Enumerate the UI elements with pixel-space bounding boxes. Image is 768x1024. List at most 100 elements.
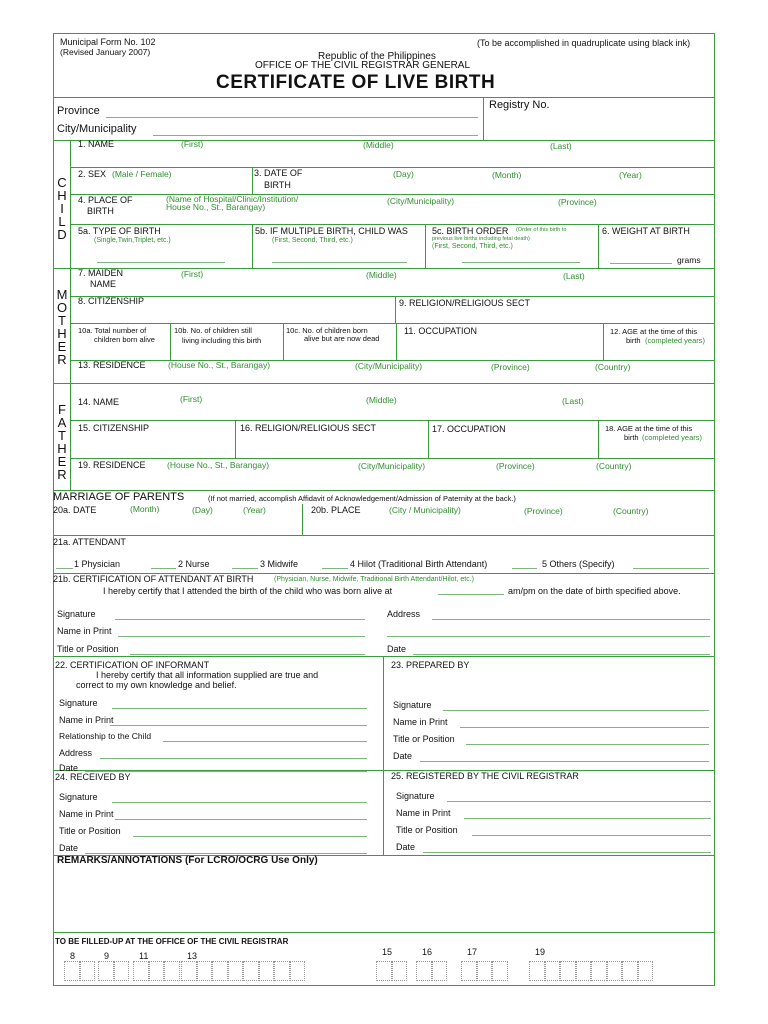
office-code-box[interactable]: [148, 961, 164, 981]
mother-age-label: 12. AGE at the time of this: [610, 327, 698, 336]
attendant-midwife-check[interactable]: [232, 568, 258, 569]
office-code-box[interactable]: [461, 961, 477, 981]
office-code-box[interactable]: [622, 961, 638, 981]
prepared-signature-field[interactable]: [443, 710, 709, 711]
office-code-label: 9: [104, 951, 110, 961]
birth-type-label: 5a. TYPE OF BIRTH: [78, 226, 161, 236]
office-code-box[interactable]: [476, 961, 492, 981]
attendant-address-field[interactable]: [432, 619, 710, 620]
office-code-box[interactable]: [391, 961, 407, 981]
hint-year: (Year): [243, 505, 266, 515]
office-code-label: 15: [382, 947, 393, 957]
hint-country: (Country): [613, 506, 649, 516]
marriage-note: (If not married, accomplish Affidavit of…: [208, 494, 516, 503]
father-residence-label: 19. RESIDENCE: [78, 460, 146, 470]
attendant-physician-check[interactable]: [56, 568, 73, 569]
office-code-box[interactable]: [416, 961, 432, 981]
attendant-date-field[interactable]: [413, 654, 710, 655]
hint-province: (Province): [524, 506, 563, 516]
attendant-cert-text: I hereby certify that I attended the bir…: [103, 586, 393, 596]
attendant-signature-field[interactable]: [115, 619, 365, 620]
office-code-box[interactable]: [64, 961, 80, 981]
received-title-field[interactable]: [133, 836, 367, 837]
office-code-box[interactable]: [575, 961, 591, 981]
office-code-box[interactable]: [258, 961, 274, 981]
attendant-option-nurse: 2 Nurse: [178, 559, 210, 569]
informant-label: 22. CERTIFICATION OF INFORMANT: [55, 660, 210, 670]
attendant-label: 21a. ATTENDANT: [53, 537, 126, 547]
province-field[interactable]: [106, 117, 478, 118]
birth-order-field[interactable]: [462, 262, 580, 263]
prepared-date-field[interactable]: [420, 761, 709, 762]
office-code-box[interactable]: [637, 961, 653, 981]
birth-order-hint-1: (Order of this birth to: [516, 227, 567, 233]
multiple-birth-hint: (First, Second, Third, etc.): [272, 237, 353, 244]
office-code-box[interactable]: [544, 961, 560, 981]
pob-province-hint: (Province): [558, 197, 597, 207]
informant-name-field[interactable]: [110, 725, 367, 726]
office-code-box[interactable]: [274, 961, 290, 981]
republic-label: Republic of the Philippines: [318, 51, 436, 62]
office-code-box[interactable]: [212, 961, 228, 981]
mother-residence-label: 13. RESIDENCE: [78, 360, 146, 370]
registered-name-field[interactable]: [464, 818, 711, 819]
father-age-label: 18. AGE at the time of this: [605, 424, 693, 433]
registered-date-field[interactable]: [423, 852, 711, 853]
dob-label-2: BIRTH: [264, 180, 291, 190]
registered-signature-field[interactable]: [447, 801, 711, 802]
office-code-box[interactable]: [289, 961, 305, 981]
registered-date-label: Date: [396, 842, 416, 852]
office-code-box[interactable]: [529, 961, 545, 981]
attendant-nurse-check[interactable]: [151, 568, 176, 569]
attendant-address-field-2[interactable]: [387, 636, 710, 637]
office-code-box[interactable]: [243, 961, 259, 981]
informant-date-field[interactable]: [85, 771, 367, 772]
city-field[interactable]: [153, 135, 478, 136]
informant-relationship-field[interactable]: [163, 741, 367, 742]
registered-title-field[interactable]: [472, 835, 711, 836]
mother-age-label-2: birth: [626, 336, 641, 345]
hint-day: (Day): [393, 169, 414, 179]
pob-label: 4. PLACE OF: [78, 195, 133, 205]
office-code-label: 13: [187, 951, 198, 961]
office-code-box[interactable]: [591, 961, 607, 981]
prepared-title-field[interactable]: [466, 744, 709, 745]
birth-time-field[interactable]: [438, 594, 504, 595]
weight-field[interactable]: [610, 263, 672, 264]
received-date-field[interactable]: [85, 853, 367, 854]
attendant-name-field[interactable]: [118, 636, 365, 637]
office-code-box[interactable]: [560, 961, 576, 981]
office-code-box[interactable]: [181, 961, 197, 981]
attendant-hilot-check[interactable]: [322, 568, 348, 569]
office-code-box[interactable]: [376, 961, 392, 981]
office-code-label: 17: [467, 947, 478, 957]
prepared-name-field[interactable]: [460, 727, 709, 728]
sex-hint: (Male / Female): [112, 169, 172, 179]
office-code-box[interactable]: [79, 961, 95, 981]
marriage-date-label: 20a. DATE: [53, 505, 97, 515]
office-code-box[interactable]: [606, 961, 622, 981]
received-name-field[interactable]: [115, 819, 367, 820]
children-living-label-2: living including this birth: [182, 336, 262, 345]
office-code-box[interactable]: [164, 961, 180, 981]
children-living-label: 10b. No. of children still: [174, 326, 252, 335]
attendant-address-label: Address: [387, 609, 421, 619]
office-code-box[interactable]: [98, 961, 114, 981]
office-code-box[interactable]: [133, 961, 149, 981]
informant-address-field[interactable]: [100, 758, 367, 759]
remarks-area[interactable]: [56, 870, 711, 930]
office-code-box[interactable]: [196, 961, 212, 981]
office-code-box[interactable]: [431, 961, 447, 981]
informant-signature-field[interactable]: [112, 708, 367, 709]
mother-age-hint: (completed years): [645, 336, 706, 345]
attendant-title-field[interactable]: [130, 654, 365, 655]
office-code-box[interactable]: [227, 961, 243, 981]
received-signature-field[interactable]: [112, 802, 367, 803]
attendant-others-check[interactable]: [512, 568, 537, 569]
attendant-others-field[interactable]: [633, 568, 709, 569]
multiple-birth-field[interactable]: [272, 262, 407, 263]
office-code-box[interactable]: [113, 961, 129, 981]
birth-type-field[interactable]: [97, 262, 225, 263]
hint-middle: (Middle): [366, 270, 397, 280]
office-code-box[interactable]: [492, 961, 508, 981]
